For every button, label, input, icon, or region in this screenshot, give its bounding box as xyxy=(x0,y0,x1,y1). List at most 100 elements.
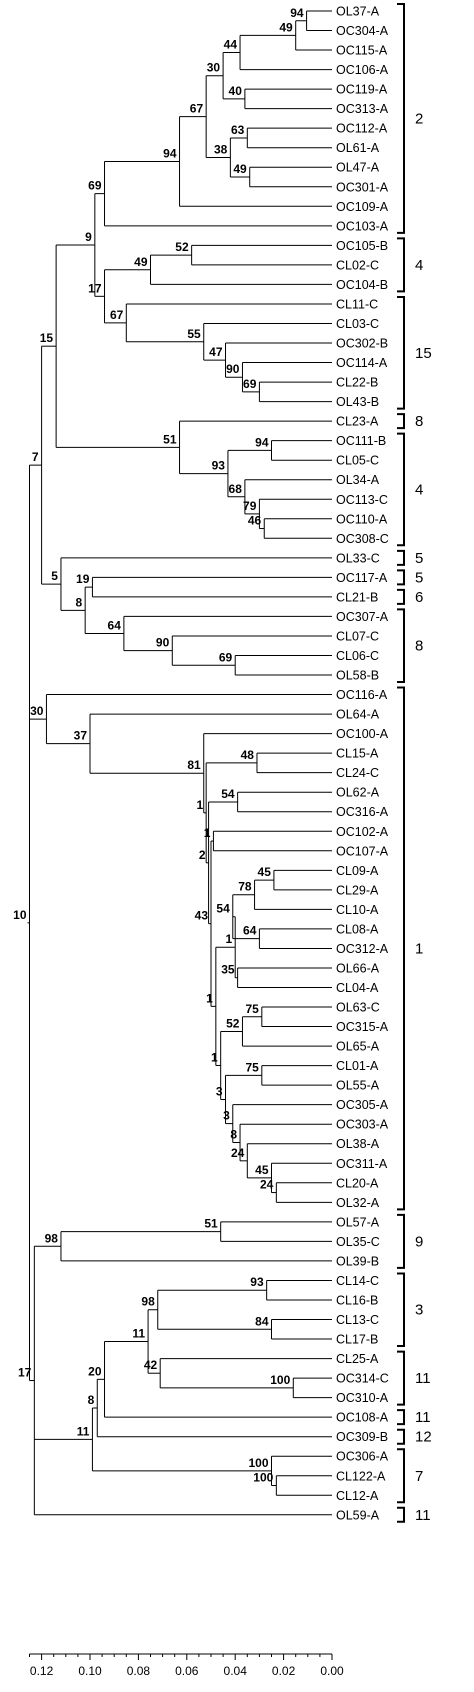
group-bracket xyxy=(397,1350,405,1406)
bootstrap-value: 1 xyxy=(196,798,203,812)
leaf-label: OC309-B xyxy=(336,1430,388,1444)
leaf-label: OL34-A xyxy=(336,473,380,487)
group-label: 11 xyxy=(415,1409,431,1426)
leaf-label: OC312-A xyxy=(336,942,389,956)
leaf-label: OC310-A xyxy=(336,1391,389,1405)
bootstrap-value: 69 xyxy=(88,179,102,193)
bootstrap-value: 79 xyxy=(243,499,257,513)
bootstrap-value: 10 xyxy=(13,908,27,922)
bootstrap-value: 46 xyxy=(248,514,262,528)
bootstrap-value: 100 xyxy=(270,1373,290,1387)
axis-tick-label: 0.06 xyxy=(175,1664,199,1678)
bootstrap-value: 90 xyxy=(226,362,240,376)
leaf-label: CL22-B xyxy=(336,376,378,390)
leaf-label: OC112-A xyxy=(336,122,388,136)
bootstrap-value: 54 xyxy=(221,787,235,801)
leaf-label: CL06-C xyxy=(336,649,379,663)
bootstrap-value: 17 xyxy=(88,281,102,295)
leaf-label: OL32-A xyxy=(336,1196,380,1210)
bootstrap-value: 84 xyxy=(255,1314,269,1328)
leaf-label: CL23-A xyxy=(336,415,379,429)
leaf-label: OL37-A xyxy=(336,5,380,19)
leaf-label: CL13-C xyxy=(336,1313,379,1327)
distance-axis: 0.12 0.10 0.08 0.06 0.04 0.02 0.00 xyxy=(29,1653,344,1678)
leaf-label: OL65-A xyxy=(336,1040,380,1054)
leaf-label: OL63-C xyxy=(336,1001,380,1015)
leaf-label: OC114-A xyxy=(336,356,388,370)
bootstrap-value: 45 xyxy=(258,865,272,879)
group-bracket xyxy=(397,432,405,547)
leaf-label: OL66-A xyxy=(336,961,380,975)
bootstrap-value: 45 xyxy=(255,1163,269,1177)
group-bracket xyxy=(397,237,405,293)
bootstrap-value: 3 xyxy=(223,1109,230,1123)
group-label: 8 xyxy=(415,413,423,430)
leaf-label: OL57-A xyxy=(336,1215,380,1229)
bootstrap-value: 51 xyxy=(163,432,177,446)
bootstrap-value: 94 xyxy=(163,146,177,160)
group-bracket xyxy=(397,3,405,234)
leaf-label: OC315-A xyxy=(336,1020,389,1034)
leaf-label: CL20-A xyxy=(336,1176,379,1190)
bootstrap-value: 67 xyxy=(110,308,124,322)
leaf-label: OC111-B xyxy=(336,434,386,448)
leaf-label: CL12-A xyxy=(336,1489,379,1503)
bootstrap-value: 54 xyxy=(216,902,230,916)
leaf-labels: OL37-A OC304-A OC115-A OC106-A OC119-A OC313-… xyxy=(336,5,389,1523)
bootstrap-value: 7 xyxy=(32,450,39,464)
group-label: 12 xyxy=(415,1429,432,1446)
leaf-label: OC313-A xyxy=(336,102,389,116)
bootstrap-value: 49 xyxy=(233,162,247,176)
leaf-label: OL43-B xyxy=(336,395,379,409)
leaf-label: OL64-A xyxy=(336,708,380,722)
bootstrap-value: 19 xyxy=(76,572,90,586)
bootstrap-value: 43 xyxy=(195,909,209,923)
bootstrap-value: 11 xyxy=(132,1326,145,1340)
bootstrap-value: 75 xyxy=(245,1002,259,1016)
bootstrap-value: 1 xyxy=(204,826,211,840)
leaf-label: OC304-A xyxy=(336,24,389,38)
bootstrap-value: 81 xyxy=(187,758,201,772)
group-label: 1 xyxy=(415,940,423,957)
bootstrap-value: 94 xyxy=(255,435,269,449)
group-bracket xyxy=(397,608,405,684)
bootstrap-value: 98 xyxy=(45,1231,59,1245)
bootstrap-value: 100 xyxy=(248,1456,268,1470)
leaf-label: OL59-A xyxy=(336,1508,380,1522)
leaf-label: OC113-C xyxy=(336,493,388,507)
bootstrap-value: 24 xyxy=(260,1178,274,1192)
group-label: 8 xyxy=(415,638,423,655)
leaf-label: OC105-B xyxy=(336,239,388,253)
group-bracket xyxy=(397,686,405,1211)
group-bracket xyxy=(397,413,405,430)
leaf-label: CL09-A xyxy=(336,864,379,878)
bootstrap-value: 1 xyxy=(211,1050,218,1064)
leaf-label: OL62-A xyxy=(336,786,380,800)
leaf-label: CL07-C xyxy=(336,629,379,643)
bootstrap-value: 8 xyxy=(75,595,82,609)
leaf-label: CL05-C xyxy=(336,454,379,468)
bootstrap-value: 20 xyxy=(88,1364,102,1378)
bootstrap-value: 51 xyxy=(204,1217,218,1231)
group-label: 3 xyxy=(415,1302,423,1319)
leaf-label: OL35-C xyxy=(336,1235,380,1249)
leaf-label: CL25-A xyxy=(336,1352,379,1366)
bootstrap-values: 9449444030634938679469524969904755671799… xyxy=(13,6,304,1485)
bootstrap-value: 93 xyxy=(212,459,226,473)
bootstrap-value: 1 xyxy=(206,991,213,1005)
leaf-label: OC307-A xyxy=(336,610,389,624)
leaf-label: OC100-A xyxy=(336,727,389,741)
bootstrap-value: 69 xyxy=(219,650,233,664)
bootstrap-value: 35 xyxy=(221,963,235,977)
leaf-label: CL24-C xyxy=(336,766,379,780)
bootstrap-value: 64 xyxy=(108,619,122,633)
axis-tick-label: 0.00 xyxy=(320,1664,344,1678)
bootstrap-value: 44 xyxy=(224,38,238,52)
group-bracket xyxy=(397,1409,405,1426)
bootstrap-value: 42 xyxy=(144,1358,158,1372)
leaf-label: OL33-C xyxy=(336,551,380,565)
leaf-label: CL16-B xyxy=(336,1293,378,1307)
bootstrap-value: 38 xyxy=(214,142,228,156)
leaf-label: OL38-A xyxy=(336,1137,380,1151)
